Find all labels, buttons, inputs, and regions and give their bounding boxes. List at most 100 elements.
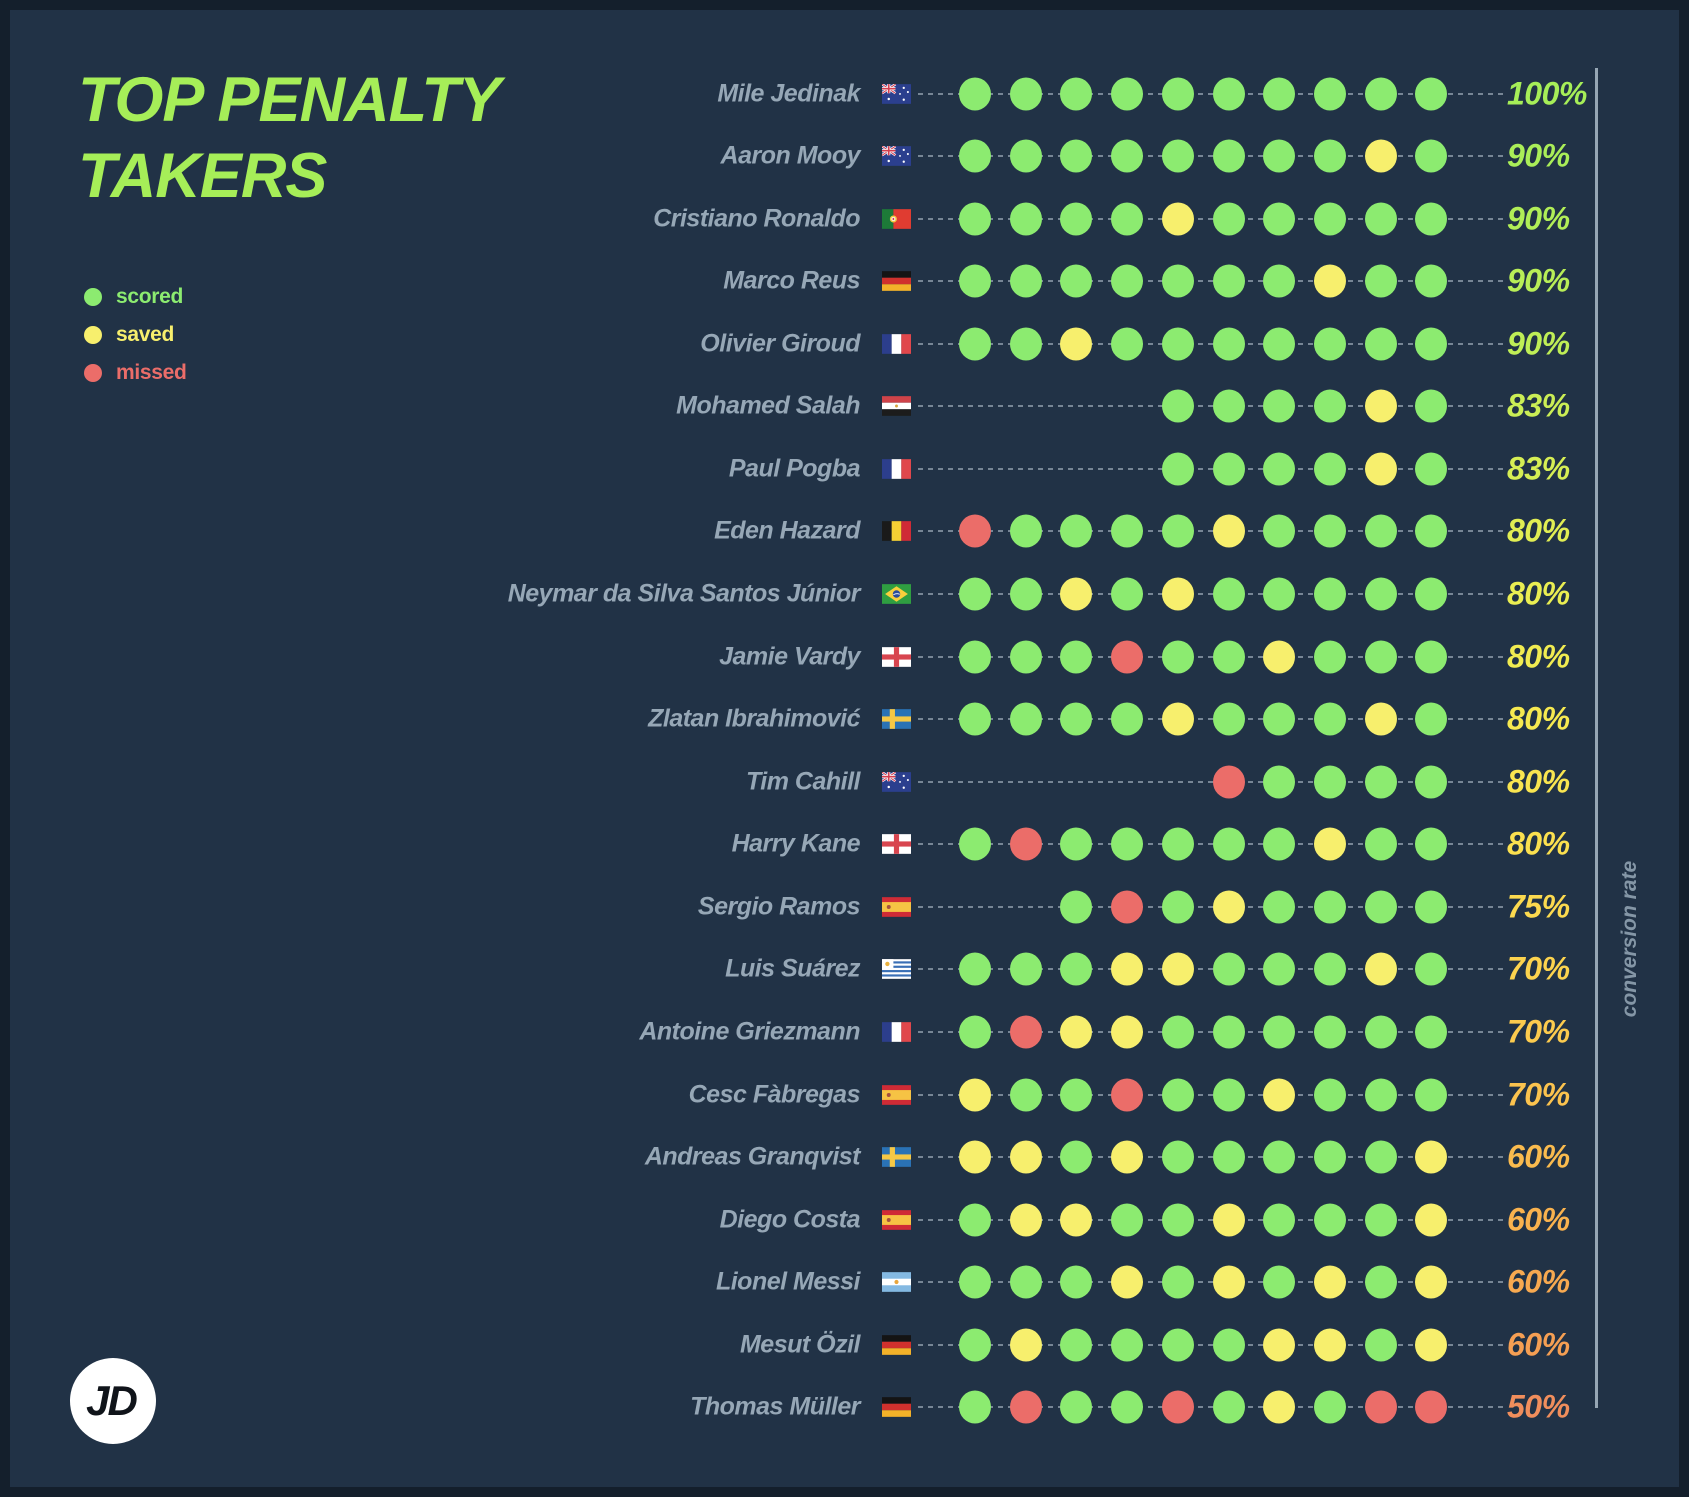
leader-dashed-line [918, 1406, 1504, 1409]
spain-flag-icon [882, 897, 911, 917]
penalty-dot-scored [1161, 1328, 1194, 1362]
penalty-dot-scored [1161, 827, 1194, 861]
penalty-dot-scored [1111, 1203, 1144, 1237]
leader-dashed-line [918, 905, 1504, 908]
penalty-dot-scored [1212, 952, 1245, 986]
penalty-dot-scored [1313, 139, 1346, 173]
player-name: Neymar da Silva Santos Júnior [507, 579, 861, 608]
penalty-dot-scored [1415, 389, 1448, 423]
penalty-dot-scored [1313, 952, 1346, 986]
penalty-dot-scored [1212, 139, 1245, 173]
penalty-dot-scored [1212, 389, 1245, 423]
penalty-dot-scored [1212, 452, 1245, 486]
jd-logo: JD [70, 1358, 156, 1444]
penalty-dot-scored [1415, 202, 1448, 236]
penalty-dot-saved [1364, 952, 1397, 986]
legend-item-saved: saved [84, 316, 187, 354]
player-row: Jamie Vardy 80% [10, 625, 1679, 688]
leader-dashed-line [918, 593, 1504, 596]
penalty-dot-saved [1060, 1015, 1093, 1049]
egypt-flag-icon [882, 396, 911, 417]
penalty-dot-scored [1212, 640, 1245, 674]
penalty-dot-scored [1263, 1203, 1296, 1237]
penalty-dot-scored [959, 139, 991, 173]
penalty-dot-scored [1009, 202, 1042, 236]
penalty-dot-saved [1212, 514, 1245, 548]
penalty-dot-saved [1364, 702, 1397, 736]
penalty-dot-scored [1060, 1140, 1093, 1174]
leader-dashed-line [918, 843, 1504, 846]
penalty-dot-scored [1111, 577, 1144, 611]
penalty-dot-saved [1009, 1328, 1042, 1362]
penalty-dot-scored [959, 1390, 991, 1424]
spain-flag-icon [882, 1209, 911, 1230]
germany-flag-icon [882, 1397, 911, 1418]
conversion-rate-value: 90% [1507, 325, 1570, 362]
penalty-dot-scored [1364, 827, 1397, 861]
penalty-dot-missed [1111, 1078, 1144, 1112]
leader-dashed-line [918, 1281, 1504, 1284]
legend-label-saved: saved [116, 323, 175, 346]
penalty-dot-missed [1009, 1390, 1042, 1424]
france-flag-icon [882, 459, 911, 479]
penalty-dot-saved [1060, 577, 1093, 611]
penalty-dot-scored [1111, 202, 1144, 236]
penalty-dot-scored [1009, 514, 1042, 548]
penalty-dot-scored [1313, 389, 1346, 423]
player-row: Antoine Griezmann 70% [10, 1001, 1679, 1064]
conversion-rate-value: 90% [1507, 200, 1570, 237]
penalty-dot-scored [1364, 1015, 1397, 1049]
conversion-rate-value: 83% [1507, 387, 1570, 424]
penalty-dot-scored [1415, 139, 1448, 173]
penalty-dot-scored [1060, 264, 1093, 298]
player-name: Jamie Vardy [719, 642, 860, 671]
penalty-dot-saved [1313, 1328, 1346, 1362]
penalty-dot-scored [1161, 514, 1194, 548]
conversion-rate-axis-line [1595, 68, 1598, 1408]
penalty-dot-saved [1313, 1265, 1346, 1299]
penalty-dot-scored [1263, 139, 1296, 173]
player-name: Diego Costa [719, 1205, 861, 1234]
penalty-dot-scored [959, 1328, 991, 1362]
conversion-rate-value: 80% [1507, 700, 1570, 737]
penalty-dot-scored [959, 640, 991, 674]
penalty-dot-scored [1263, 1265, 1296, 1299]
player-name: Harry Kane [731, 829, 861, 858]
penalty-dot-saved [1313, 827, 1346, 861]
penalty-dot-scored [1415, 77, 1448, 110]
penalty-dot-scored [1161, 1078, 1194, 1112]
penalty-dot-scored [1313, 514, 1346, 548]
leader-dashed-line [918, 1218, 1504, 1221]
penalty-dot-saved [959, 1140, 991, 1174]
conversion-rate-value: 50% [1507, 1388, 1570, 1425]
player-row: Cesc Fàbregas 70% [10, 1063, 1679, 1126]
leader-dashed-line [918, 467, 1504, 470]
penalty-dot-scored [1161, 389, 1194, 423]
penalty-dot-scored [1111, 827, 1144, 861]
penalty-dot-scored [1111, 514, 1144, 548]
missed-dot-icon [84, 364, 102, 382]
penalty-dot-scored [1060, 702, 1093, 736]
conversion-rate-value: 80% [1507, 763, 1570, 800]
penalty-dot-scored [1111, 1328, 1144, 1362]
penalty-dot-scored [1313, 890, 1346, 924]
penalty-dot-scored [1263, 77, 1296, 110]
penalty-dot-scored [1364, 577, 1397, 611]
penalty-dot-scored [1415, 452, 1448, 486]
penalty-dot-scored [1415, 702, 1448, 736]
penalty-dot-scored [1313, 1203, 1346, 1237]
player-name: Aaron Mooy [720, 141, 861, 170]
penalty-dot-scored [1313, 702, 1346, 736]
penalty-dot-scored [1263, 1015, 1296, 1049]
penalty-dot-scored [1111, 264, 1144, 298]
penalty-dot-saved [1060, 327, 1093, 361]
conversion-rate-value: 90% [1507, 137, 1570, 174]
leader-dashed-line [918, 968, 1504, 971]
penalty-dot-saved [1415, 1265, 1448, 1299]
player-name: Mesut Özil [739, 1330, 861, 1359]
penalty-dot-scored [1161, 77, 1194, 110]
penalty-dot-scored [1212, 827, 1245, 861]
penalty-dot-scored [1263, 327, 1296, 361]
player-name: Cristiano Ronaldo [653, 204, 860, 233]
penalty-dot-scored [1415, 264, 1448, 298]
